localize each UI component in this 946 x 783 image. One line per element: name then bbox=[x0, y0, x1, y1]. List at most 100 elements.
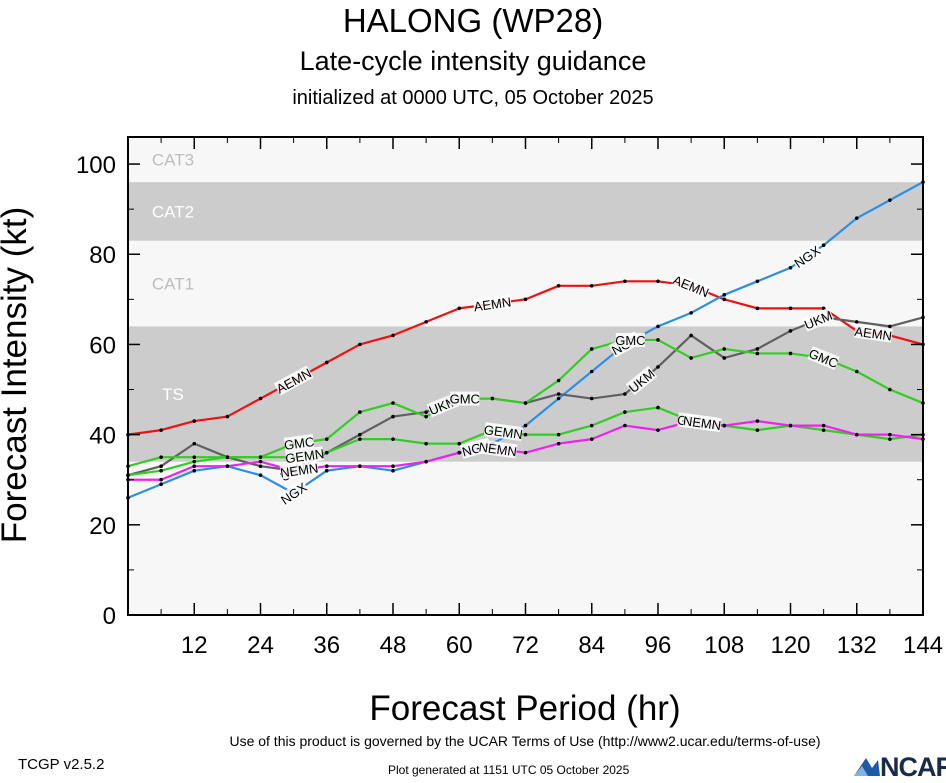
data-point-gemn bbox=[523, 432, 528, 437]
data-point-ngx bbox=[689, 311, 693, 315]
data-point-ukm bbox=[656, 365, 660, 369]
data-point-gemn bbox=[755, 428, 760, 432]
chart-title: HALONG (WP28) bbox=[342, 2, 604, 39]
data-point-nemn bbox=[159, 477, 163, 482]
data-point-nemn bbox=[656, 428, 660, 432]
data-point-ukm bbox=[689, 333, 693, 338]
series-label-nemn: NEMN bbox=[279, 460, 319, 480]
series-label-gemn: GEMN bbox=[284, 446, 325, 466]
data-point-gemn bbox=[159, 468, 163, 473]
data-point-aemn bbox=[159, 428, 163, 432]
data-point-aemn bbox=[589, 284, 594, 288]
initialization-time: initialized at 0000 UTC, 05 October 2025 bbox=[292, 87, 654, 109]
data-point-gmc bbox=[755, 351, 760, 356]
plot-area: TS CAT1 CAT2 CAT3 bbox=[128, 137, 923, 615]
data-point-ngx bbox=[258, 473, 263, 478]
data-point-aemn bbox=[192, 419, 197, 423]
ncar-logo-mark-icon bbox=[854, 758, 880, 776]
data-point-gemn bbox=[821, 428, 826, 432]
series-label-nemn: NEMN bbox=[478, 439, 518, 459]
series-label-bg bbox=[277, 479, 310, 508]
series-label-bg bbox=[682, 413, 722, 433]
data-point-nemn bbox=[324, 464, 329, 468]
data-point-nemn bbox=[457, 450, 462, 455]
data-point-gmc bbox=[788, 351, 793, 356]
y-tick-label: 20 bbox=[89, 513, 116, 540]
data-point-aemn bbox=[821, 306, 826, 311]
series-label-bg bbox=[853, 323, 893, 343]
data-point-gmc bbox=[722, 347, 727, 351]
data-point-gemn bbox=[258, 455, 263, 459]
data-point-nemn bbox=[192, 464, 197, 468]
data-point-ngx bbox=[722, 293, 727, 297]
data-point-ukm bbox=[258, 464, 263, 468]
ncar-logo-text: NCAR bbox=[880, 752, 946, 782]
band-label-cat1: CAT1 bbox=[152, 275, 194, 294]
data-point-ngx bbox=[523, 423, 528, 428]
data-point-gmc bbox=[556, 378, 561, 383]
series-label-gemn: GEMN bbox=[483, 422, 524, 442]
data-point-ukm bbox=[391, 414, 395, 419]
y-axis-label: Forecast Intensity (kt) bbox=[0, 207, 34, 543]
data-point-aemn bbox=[523, 297, 528, 302]
band-ts bbox=[128, 326, 923, 462]
series-label-text: GMC bbox=[450, 392, 480, 407]
series-label-gmc: GMC bbox=[283, 434, 315, 453]
x-tick-label: 96 bbox=[645, 632, 672, 659]
series-label-text: NEMN bbox=[682, 413, 722, 433]
x-tick-label: 84 bbox=[578, 632, 605, 659]
series-label-bg bbox=[791, 242, 824, 271]
data-point-nemn bbox=[888, 432, 892, 437]
data-point-gmc bbox=[358, 410, 362, 414]
data-point-gmc bbox=[656, 338, 660, 342]
series-label-bg bbox=[671, 272, 712, 300]
data-point-ukm bbox=[854, 320, 859, 324]
data-point-aemn bbox=[457, 306, 462, 311]
data-point-ngx bbox=[391, 468, 395, 473]
series-label-aemn: AEMN bbox=[472, 294, 512, 314]
data-point-ukm bbox=[192, 441, 197, 446]
data-point-ukm bbox=[888, 324, 892, 329]
chart-subtitle: Late-cycle intensity guidance bbox=[299, 46, 647, 76]
series-label-bg bbox=[273, 365, 314, 396]
data-point-nemn bbox=[358, 464, 362, 468]
data-point-nemn bbox=[391, 464, 395, 468]
data-point-aemn bbox=[258, 396, 263, 401]
series-label-text: AEMN bbox=[854, 324, 893, 344]
data-point-aemn bbox=[424, 320, 428, 324]
version-label: TCGP v2.5.2 bbox=[18, 756, 105, 773]
data-point-aemn bbox=[358, 342, 362, 347]
data-point-aemn bbox=[391, 333, 395, 338]
terms-of-use-notice: Use of this product is governed by the U… bbox=[229, 733, 821, 749]
x-tick-label: 60 bbox=[446, 632, 473, 659]
data-point-ukm bbox=[589, 396, 594, 401]
data-point-gmc bbox=[689, 356, 693, 360]
data-point-ukm bbox=[755, 347, 760, 351]
data-point-nemn bbox=[424, 459, 428, 464]
series-label-bg bbox=[283, 433, 315, 452]
x-tick-label: 36 bbox=[313, 632, 340, 659]
x-tick-label: 108 bbox=[704, 632, 744, 659]
data-point-gmc bbox=[192, 455, 197, 459]
band-label-cat2: CAT2 bbox=[152, 202, 194, 221]
data-point-gmc bbox=[589, 347, 594, 351]
data-point-gmc bbox=[523, 401, 528, 405]
series-label-bg bbox=[450, 391, 480, 406]
series-label-bg bbox=[807, 345, 840, 370]
series-label-text: GMC bbox=[283, 434, 315, 453]
data-point-ngx bbox=[854, 216, 859, 220]
y-tick-label: 100 bbox=[76, 152, 116, 179]
y-tick-label: 40 bbox=[89, 423, 116, 450]
data-point-nemn bbox=[788, 423, 793, 428]
data-point-gmc bbox=[324, 437, 329, 441]
data-point-nemn bbox=[225, 464, 230, 468]
data-point-nemn bbox=[523, 450, 528, 455]
data-point-gemn bbox=[391, 437, 395, 441]
data-point-gemn bbox=[424, 441, 428, 446]
data-point-gemn bbox=[623, 410, 627, 414]
data-point-ukm bbox=[722, 356, 727, 360]
series-label-nemn: NEMN bbox=[682, 413, 722, 433]
data-point-ngx bbox=[755, 279, 760, 284]
series-label-gmc: GMC bbox=[615, 332, 646, 348]
